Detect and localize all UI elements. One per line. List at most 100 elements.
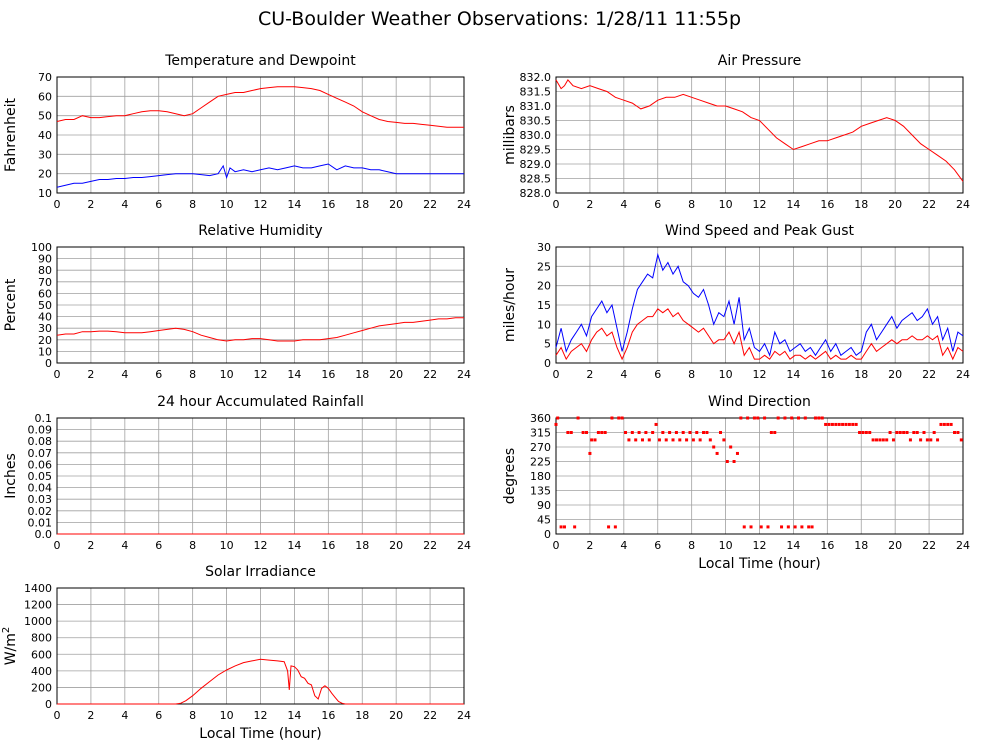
data-point: [554, 422, 558, 426]
chart-title: Air Pressure: [718, 53, 801, 69]
chart-rain: 0 2 4 6 8 10 12 14 16 18 20 22 240.00.010.020.030.04…: [3, 394, 471, 552]
data-point: [617, 416, 621, 420]
x-tick-label: 8: [688, 539, 695, 552]
x-tick-label: 6: [654, 198, 661, 211]
y-tick-label: 20: [38, 334, 52, 347]
data-point: [837, 422, 841, 426]
data-point: [891, 438, 895, 442]
y-tick-label: 60: [38, 90, 52, 103]
x-tick-label: 12: [753, 198, 767, 211]
data-point: [858, 431, 862, 434]
x-tick-label: 20: [389, 368, 403, 381]
y-tick-label: 10: [537, 318, 551, 331]
data-point: [749, 525, 753, 529]
chart-solar: 0 2 4 6 8 10 12 14 16 18 20 22 240200400600800100012…: [1, 564, 471, 742]
y-tick-label: 0.02: [28, 505, 53, 518]
y-tick-label: 90: [38, 253, 52, 266]
y-tick-label: 1400: [24, 582, 52, 595]
x-tick-label: 0: [54, 368, 61, 381]
y-tick-label: 40: [38, 311, 52, 324]
data-point: [691, 438, 695, 442]
y-tick-label: 80: [38, 264, 52, 277]
series-line-1: [57, 658, 464, 705]
y-tick-label: 60: [38, 287, 52, 300]
x-tick-label: 24: [457, 539, 471, 552]
x-tick-label: 10: [719, 539, 733, 552]
x-tick-label: 18: [355, 539, 369, 552]
data-point: [820, 416, 824, 420]
series-line-2: [555, 308, 964, 361]
data-point: [756, 416, 760, 420]
data-point: [695, 431, 699, 434]
data-point: [657, 438, 661, 442]
data-point: [912, 431, 916, 434]
data-point: [759, 525, 763, 529]
data-point: [752, 416, 756, 420]
y-tick-label: 50: [38, 299, 52, 312]
data-point: [817, 416, 821, 420]
y-tick-label: 30: [38, 148, 52, 161]
x-tick-label: 2: [87, 709, 94, 722]
y-tick-label: 830.5: [520, 115, 552, 128]
x-tick-label: 2: [87, 198, 94, 211]
y-axis-label: Inches: [3, 453, 19, 498]
data-point: [688, 431, 692, 434]
data-point: [956, 431, 960, 434]
data-point: [902, 431, 906, 434]
x-tick-label: 2: [87, 539, 94, 552]
data-point: [905, 431, 909, 434]
y-tick-label: 70: [38, 276, 52, 289]
plot-frame: [56, 246, 465, 364]
data-point: [624, 431, 628, 434]
x-tick-label: 16: [820, 539, 834, 552]
data-point: [851, 422, 855, 426]
data-point: [871, 438, 875, 442]
x-tick-label: 20: [389, 198, 403, 211]
x-tick-label: 22: [423, 198, 437, 211]
x-tick-label: 14: [786, 539, 800, 552]
data-point: [685, 438, 689, 442]
data-point: [790, 416, 794, 420]
x-tick-label: 4: [121, 539, 128, 552]
y-tick-label: 0.03: [28, 493, 53, 506]
data-point: [644, 431, 648, 434]
x-tick-label: 14: [287, 198, 301, 211]
series-line-1: [555, 79, 964, 182]
data-point: [885, 438, 889, 442]
y-tick-label: 0: [45, 698, 52, 711]
x-tick-label: 0: [553, 539, 560, 552]
x-tick-label: 24: [956, 368, 970, 381]
data-point: [824, 422, 828, 426]
data-point: [783, 416, 787, 420]
chart-title: Wind Speed and Peak Gust: [665, 223, 854, 239]
x-tick-label: 10: [719, 368, 733, 381]
data-point: [766, 525, 770, 529]
data-point: [596, 431, 600, 434]
plot-frame: [555, 246, 964, 364]
data-point: [739, 416, 743, 420]
x-tick-label: 8: [189, 368, 196, 381]
x-tick-label: 12: [254, 368, 268, 381]
y-tick-label: 828.5: [520, 173, 552, 186]
x-tick-label: 14: [786, 368, 800, 381]
x-tick-label: 22: [423, 539, 437, 552]
x-tick-label: 12: [753, 368, 767, 381]
data-point: [936, 438, 940, 442]
data-point: [932, 431, 936, 434]
data-point: [769, 431, 773, 434]
data-point: [746, 416, 750, 420]
x-tick-label: 22: [922, 368, 936, 381]
y-tick-label: 180: [530, 470, 551, 483]
y-axis-label: Percent: [3, 278, 19, 331]
data-point: [864, 431, 868, 434]
data-point: [585, 431, 589, 434]
data-point: [651, 431, 655, 434]
data-point: [729, 445, 733, 449]
y-tick-label: 0: [544, 357, 551, 370]
x-tick-label: 24: [457, 198, 471, 211]
x-tick-label: 20: [888, 198, 902, 211]
y-axis-label-superscript: 2: [1, 627, 12, 633]
chart-humidity: 0 2 4 6 8 10 12 14 16 18 20 22 240102030405060708090…: [3, 223, 471, 381]
data-point: [576, 416, 580, 420]
